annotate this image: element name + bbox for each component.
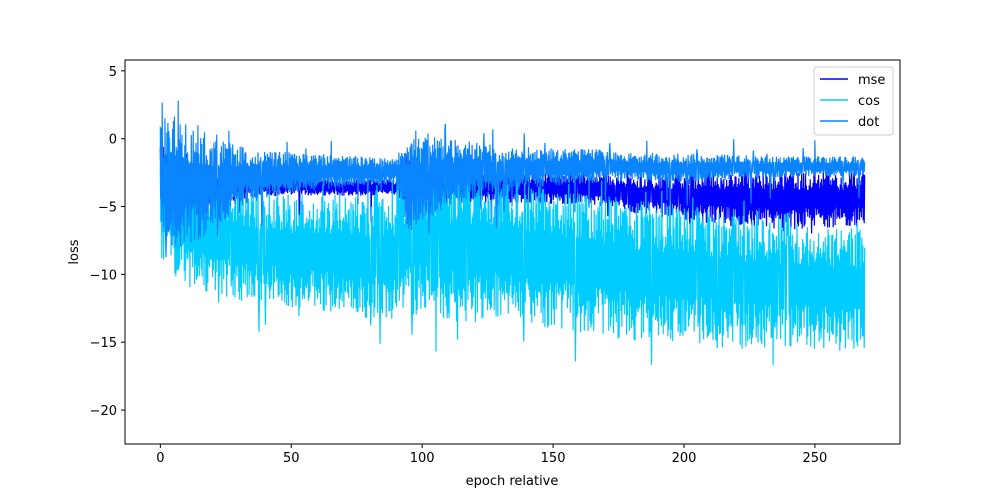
plot-frame xyxy=(124,59,901,445)
y-axis-label: loss xyxy=(67,239,82,264)
x-tick-label: 50 xyxy=(283,451,300,466)
x-tick-label: 0 xyxy=(156,451,164,466)
y-tick-label: −20 xyxy=(90,404,117,419)
x-tick-label: 250 xyxy=(802,451,827,466)
y-tick-label: 0 xyxy=(109,133,117,148)
legend-label-cos: cos xyxy=(858,94,880,109)
series-layer xyxy=(159,100,866,366)
y-tick-label: −5 xyxy=(98,201,117,216)
y-tick-label: −10 xyxy=(90,268,117,283)
x-tick-label: 150 xyxy=(541,451,566,466)
series-line-dot xyxy=(159,100,866,258)
legend-frame xyxy=(813,66,894,136)
x-tick-label: 100 xyxy=(410,451,435,466)
legend-label-mse: mse xyxy=(858,73,885,88)
legend-label-dot: dot xyxy=(858,115,879,130)
y-axis-ticks: −20 −15 −10 −5 0 5 xyxy=(90,65,125,419)
series-line-cos xyxy=(159,137,866,366)
x-tick-label: 200 xyxy=(672,451,697,466)
x-axis-ticks: 0 50 100 150 200 250 xyxy=(156,444,827,466)
x-axis-label: epoch relative xyxy=(466,474,559,489)
y-tick-label: 5 xyxy=(109,65,117,80)
legend: mse cos dot xyxy=(813,66,894,136)
y-tick-label: −15 xyxy=(90,336,117,351)
